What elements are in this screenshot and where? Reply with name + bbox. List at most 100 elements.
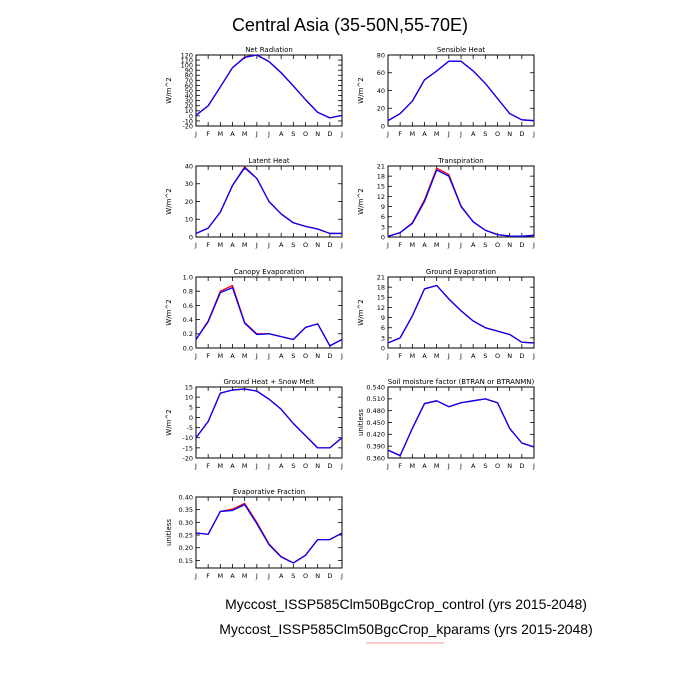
x-tick-label: M bbox=[410, 130, 416, 138]
y-tick-label: 15 bbox=[185, 383, 193, 391]
x-tick-label: A bbox=[471, 352, 476, 360]
x-tick-label: S bbox=[483, 130, 487, 138]
x-tick-label: J bbox=[386, 462, 389, 470]
x-tick-label: M bbox=[434, 352, 440, 360]
y-tick-label: 0.30 bbox=[179, 519, 193, 527]
series-line-kparams bbox=[195, 284, 343, 347]
x-tick-label: A bbox=[279, 462, 284, 470]
panel-title: Soil moisture factor (BTRAN or BTRANMN) bbox=[388, 378, 535, 386]
x-tick-label: J bbox=[532, 462, 535, 470]
panel-title: Ground Evaporation bbox=[426, 268, 496, 276]
x-tick-label: S bbox=[483, 352, 487, 360]
x-tick-label: J bbox=[340, 572, 343, 580]
x-tick-label: D bbox=[519, 241, 524, 249]
x-tick-label: F bbox=[206, 572, 210, 580]
panel-title: Latent Heat bbox=[248, 157, 290, 165]
x-tick-label: N bbox=[315, 241, 320, 249]
x-tick-label: O bbox=[303, 352, 308, 360]
y-tick-label: 0.35 bbox=[179, 506, 193, 514]
x-tick-label: M bbox=[242, 572, 248, 580]
x-tick-label: O bbox=[495, 352, 500, 360]
y-axis-label: W/m^2 bbox=[357, 188, 365, 214]
y-tick-label: 9 bbox=[381, 314, 385, 322]
x-tick-label: J bbox=[447, 241, 450, 249]
x-tick-label: N bbox=[507, 352, 512, 360]
x-tick-label: S bbox=[291, 462, 295, 470]
panel-title: Net Radiation bbox=[245, 46, 293, 54]
series-line-control bbox=[195, 503, 343, 564]
y-tick-label: 120 bbox=[181, 51, 193, 59]
y-tick-label: 20 bbox=[377, 105, 385, 113]
y-tick-label: -10 bbox=[182, 434, 193, 442]
y-tick-label: 10 bbox=[185, 107, 193, 115]
series-line-kparams bbox=[195, 502, 343, 564]
x-tick-label: A bbox=[471, 462, 476, 470]
x-tick-label: J bbox=[255, 352, 258, 360]
y-tick-label: 90 bbox=[185, 67, 193, 75]
y-tick-label: 0.25 bbox=[179, 531, 193, 539]
y-axis-label: W/m^2 bbox=[357, 299, 365, 325]
x-tick-label: D bbox=[519, 130, 524, 138]
y-tick-label: 0.20 bbox=[179, 544, 193, 552]
x-tick-label: A bbox=[471, 241, 476, 249]
x-tick-label: M bbox=[242, 241, 248, 249]
y-tick-label: 5 bbox=[189, 404, 193, 412]
series-line-control bbox=[195, 54, 343, 119]
x-tick-label: O bbox=[495, 241, 500, 249]
x-tick-label: M bbox=[434, 241, 440, 249]
y-tick-label: 10 bbox=[185, 216, 193, 224]
x-tick-label: D bbox=[327, 352, 332, 360]
x-tick-label: D bbox=[327, 130, 332, 138]
x-tick-label: M bbox=[434, 130, 440, 138]
x-tick-label: M bbox=[242, 352, 248, 360]
plot-frame bbox=[387, 276, 535, 349]
x-tick-label: J bbox=[386, 352, 389, 360]
x-tick-label: M bbox=[410, 352, 416, 360]
x-tick-label: F bbox=[398, 130, 402, 138]
y-tick-label: 0.2 bbox=[183, 330, 193, 338]
series-line-control bbox=[195, 167, 342, 235]
x-tick-label: A bbox=[422, 462, 427, 470]
x-tick-label: A bbox=[422, 241, 427, 249]
legend: Myccost_ISSP585Clm50BgcCrop_control (yrs… bbox=[219, 596, 593, 644]
x-tick-label: M bbox=[218, 352, 224, 360]
y-tick-label: 30 bbox=[185, 180, 193, 188]
x-tick-label: J bbox=[267, 241, 270, 249]
x-tick-label: J bbox=[194, 462, 197, 470]
x-tick-label: D bbox=[519, 352, 524, 360]
x-tick-label: A bbox=[230, 241, 235, 249]
y-tick-label: 3 bbox=[381, 223, 385, 231]
x-tick-label: J bbox=[447, 352, 450, 360]
y-axis-label: unitless bbox=[357, 409, 365, 436]
x-tick-label: N bbox=[315, 462, 320, 470]
x-tick-label: J bbox=[447, 130, 450, 138]
x-tick-label: F bbox=[398, 241, 402, 249]
y-tick-label: 6 bbox=[381, 324, 385, 332]
y-tick-label: 6 bbox=[381, 213, 385, 221]
series-line-control bbox=[387, 284, 535, 344]
x-tick-label: J bbox=[532, 241, 535, 249]
y-tick-label: 110 bbox=[181, 56, 193, 64]
x-tick-label: S bbox=[291, 130, 295, 138]
plot-frame bbox=[387, 165, 535, 238]
x-tick-label: M bbox=[218, 130, 224, 138]
series-line-kparams bbox=[387, 167, 535, 237]
y-axis-label: W/m^2 bbox=[357, 77, 365, 103]
x-tick-label: M bbox=[218, 241, 224, 249]
x-tick-label: N bbox=[507, 241, 512, 249]
x-tick-label: S bbox=[291, 352, 295, 360]
x-tick-label: J bbox=[255, 241, 258, 249]
x-tick-label: M bbox=[410, 241, 416, 249]
panel-soil-moisture-factor-btran-or-btranmn: Soil moisture factor (BTRAN or BTRANMN) u… bbox=[357, 378, 535, 470]
x-tick-label: S bbox=[291, 572, 295, 580]
x-tick-label: O bbox=[303, 241, 308, 249]
x-tick-label: O bbox=[303, 130, 308, 138]
y-tick-label: 3 bbox=[381, 334, 385, 342]
legend-entry-control: Myccost_ISSP585Clm50BgcCrop_control (yrs… bbox=[225, 596, 587, 612]
x-tick-label: J bbox=[255, 130, 258, 138]
plot-frame bbox=[387, 386, 535, 459]
